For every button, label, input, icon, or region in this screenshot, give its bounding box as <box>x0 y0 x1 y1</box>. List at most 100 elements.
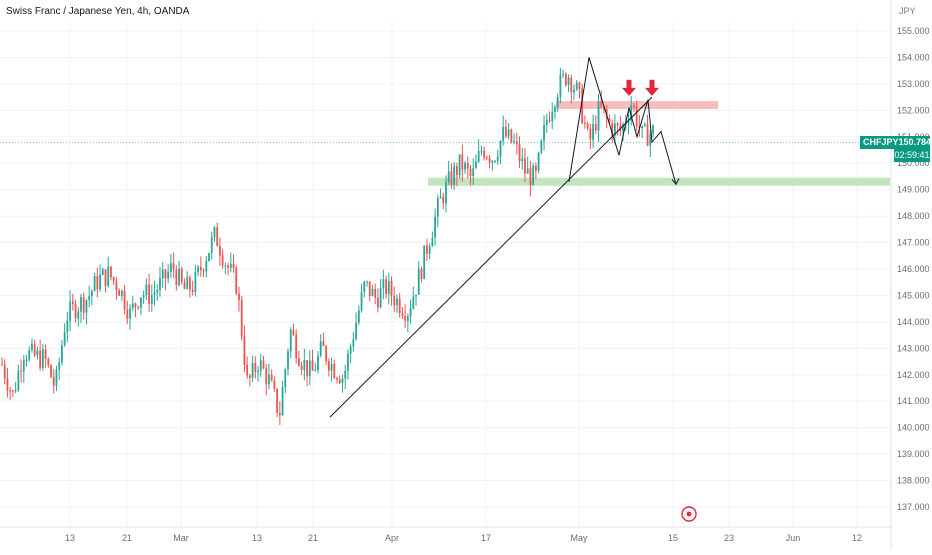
candle-body <box>194 271 197 292</box>
candle-body <box>376 297 379 308</box>
candle-body <box>496 156 499 161</box>
candle-body <box>161 269 164 278</box>
candle-body <box>317 355 319 371</box>
candle-body <box>289 329 292 352</box>
candle-body <box>545 120 548 125</box>
candle-body <box>107 266 110 286</box>
candle-body <box>352 339 355 347</box>
y-tick-label: 140.000 <box>897 423 930 433</box>
candle-body <box>77 311 80 319</box>
candle-body <box>142 294 145 298</box>
candle-body <box>398 298 401 314</box>
support-zone[interactable] <box>428 177 890 186</box>
candle-body <box>461 154 464 170</box>
candle-body <box>178 268 180 285</box>
candle-body <box>426 245 428 254</box>
y-tick-label: 146.000 <box>897 264 930 274</box>
candle-body <box>575 82 578 90</box>
candle-body <box>238 293 240 301</box>
candle-body <box>63 332 66 346</box>
candle-body <box>319 341 322 356</box>
candle-body <box>374 288 377 298</box>
candle-body <box>428 246 431 254</box>
candle-body <box>518 144 521 162</box>
candle-body <box>325 346 328 362</box>
candle-body <box>643 124 646 126</box>
x-tick-label: 13 <box>65 533 75 543</box>
candle-body <box>393 296 396 306</box>
candle-body <box>613 123 616 136</box>
x-tick-label: 17 <box>481 533 491 543</box>
y-tick-label: 144.000 <box>897 317 930 327</box>
candle-body <box>129 308 131 319</box>
candle-body <box>551 111 554 121</box>
candle-body <box>338 379 341 383</box>
candle-body <box>6 378 9 391</box>
candle-body <box>635 106 638 127</box>
candle-body <box>36 350 39 356</box>
down-arrow-icon[interactable] <box>622 79 636 96</box>
candle-body <box>257 370 259 372</box>
candle-body <box>25 359 28 361</box>
trendline-line[interactable] <box>329 96 653 418</box>
candle-body <box>578 82 581 89</box>
candle-body <box>303 360 306 370</box>
chart-title: Swiss Franc / Japanese Yen, 4h, OANDA <box>6 6 190 17</box>
candle-body <box>526 168 529 174</box>
candle-body <box>148 284 150 304</box>
candle-body <box>480 150 483 152</box>
candle-body <box>556 97 559 107</box>
candle-body <box>254 362 257 372</box>
candle-body <box>41 349 44 368</box>
x-tick-label: 21 <box>122 533 132 543</box>
x-tick-label: May <box>570 533 588 543</box>
last-price-value: 150.784 <box>898 137 932 147</box>
candle-body <box>232 263 235 268</box>
candle-body <box>110 266 112 278</box>
candle-body <box>74 303 77 319</box>
candle-body <box>55 369 58 386</box>
economic-event-icon[interactable] <box>681 506 697 522</box>
y-tick-label: 150.000 <box>897 158 930 168</box>
candle-body <box>382 279 385 289</box>
candle-body <box>652 125 654 134</box>
candle-body <box>379 288 382 308</box>
y-tick-label: 147.000 <box>897 238 930 248</box>
candle-body <box>341 378 344 383</box>
candle-body <box>126 309 129 319</box>
candle-body <box>292 329 295 335</box>
last-price-badge: CHFJPY 150.784 <box>860 136 932 149</box>
candle-body <box>584 123 586 125</box>
candle-body <box>349 346 352 354</box>
candle-body <box>82 297 85 313</box>
candle-body <box>164 269 167 279</box>
candle-body <box>537 152 540 171</box>
candle-body <box>336 378 338 380</box>
y-tick-label: 149.000 <box>897 185 930 195</box>
candle-body <box>366 281 368 283</box>
candle-body <box>586 123 589 129</box>
projection-line[interactable] <box>568 57 677 185</box>
candle-body <box>197 267 200 272</box>
symbol-label: CHFJPY <box>863 137 899 147</box>
y-tick-label: 137.000 <box>897 502 930 512</box>
candle-body <box>167 271 170 279</box>
down-arrow-icon[interactable] <box>645 79 659 96</box>
candle-body <box>213 227 216 238</box>
candle-body <box>80 297 82 312</box>
candle-body <box>434 216 436 238</box>
candle-body <box>306 360 308 377</box>
candle-body <box>439 196 442 199</box>
candle-body <box>589 128 592 140</box>
candle-body <box>300 365 303 370</box>
candle-body <box>297 358 300 366</box>
candle-body <box>189 277 191 290</box>
candle-body <box>150 294 153 304</box>
candle-body <box>314 370 317 372</box>
candle-body <box>327 361 330 371</box>
candle-body <box>436 198 439 217</box>
candle-body <box>622 124 624 132</box>
candle-body <box>507 129 510 137</box>
